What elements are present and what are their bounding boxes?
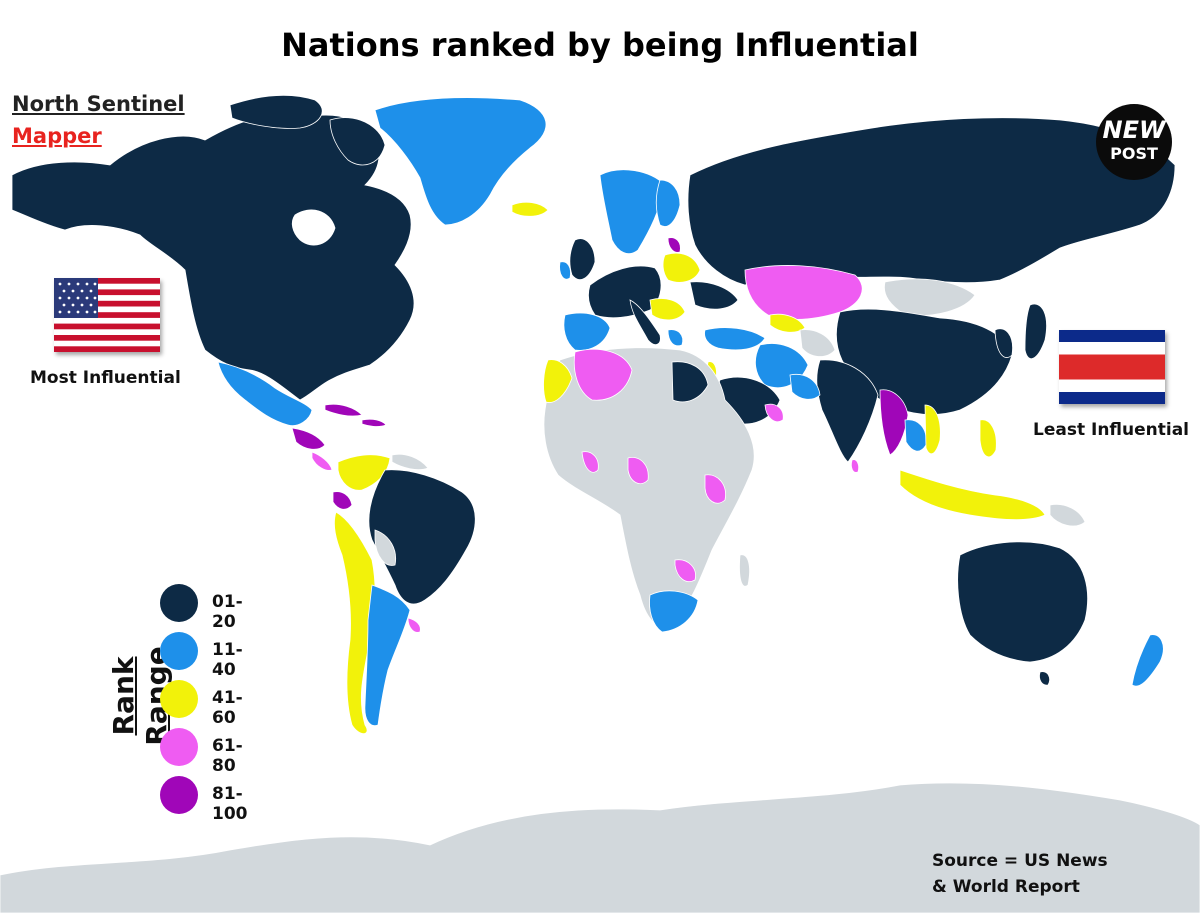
- balkans: [649, 298, 686, 321]
- madagascar: [739, 554, 750, 587]
- new-post-badge: NEW POST: [1096, 104, 1172, 180]
- costa-rica-flag-icon: [1059, 330, 1165, 404]
- myanmar: [879, 389, 909, 456]
- ecuador: [332, 491, 353, 510]
- morocco: [543, 359, 573, 403]
- author-line-1: North Sentinel: [12, 92, 185, 116]
- mexico: [217, 361, 313, 427]
- iberia: [563, 312, 611, 351]
- argentina: [364, 584, 411, 727]
- png: [1049, 503, 1086, 527]
- arctic-islands: [229, 95, 323, 129]
- source-line-1: Source = US News: [932, 851, 1108, 871]
- west-africa-pink: [581, 451, 599, 473]
- author-line-2: Mapper: [12, 124, 102, 148]
- france-germany: [588, 265, 662, 319]
- indonesia: [899, 469, 1046, 520]
- map-title: Nations ranked by being Influential: [281, 26, 919, 64]
- usa-flag-icon: [54, 278, 160, 352]
- least-influential-label: Least Influential: [1033, 420, 1190, 440]
- egypt: [671, 361, 709, 403]
- colombia-venezuela: [337, 454, 391, 491]
- guianas: [391, 453, 429, 470]
- central-america: [291, 427, 326, 450]
- middle-east-light: [799, 329, 836, 357]
- thailand: [904, 419, 927, 452]
- baffin: [329, 117, 386, 166]
- legend-label: 01-20: [212, 592, 243, 632]
- uruguay: [407, 617, 421, 633]
- legend-label: 81-100: [212, 784, 248, 824]
- legend-label: 61-80: [212, 736, 243, 776]
- south-africa: [649, 590, 699, 633]
- nigeria: [627, 457, 649, 484]
- bolivia: [374, 529, 397, 566]
- vietnam: [924, 404, 941, 455]
- badge-line-1: NEW: [1102, 116, 1166, 144]
- sri-lanka: [850, 459, 860, 473]
- scandinavia: [599, 169, 666, 254]
- badge-line-2: POST: [1110, 144, 1158, 163]
- most-influential-label: Most Influential: [30, 368, 181, 388]
- brazil: [368, 469, 476, 605]
- legend-label: 41-60: [212, 688, 243, 728]
- caucasus: [769, 313, 806, 333]
- baltics: [667, 237, 681, 253]
- dominican: [361, 418, 387, 427]
- finland: [655, 179, 681, 227]
- turkey: [704, 327, 766, 351]
- italy: [629, 299, 661, 345]
- tasmania: [1039, 671, 1050, 686]
- legend-swatch: [160, 584, 198, 622]
- cuba: [324, 403, 363, 417]
- legend-swatch: [160, 632, 198, 670]
- pakistan: [789, 373, 821, 400]
- legend-swatch: [160, 728, 198, 766]
- antarctica: [0, 782, 1200, 913]
- source-line-2: & World Report: [932, 877, 1080, 897]
- peru-chile: [334, 511, 376, 735]
- australia: [957, 541, 1088, 663]
- new-zealand: [1131, 634, 1164, 687]
- central-america-2: [311, 451, 333, 471]
- greece: [667, 329, 684, 347]
- hudson-bay: [291, 209, 336, 246]
- yemen: [764, 403, 784, 422]
- legend-label: 11-40: [212, 640, 243, 680]
- iceland: [511, 201, 549, 217]
- ukraine: [689, 281, 739, 310]
- poland-belarus: [662, 252, 701, 283]
- philippines: [979, 419, 997, 458]
- uk: [569, 238, 596, 280]
- kenya: [704, 474, 726, 504]
- legend-swatch: [160, 776, 198, 814]
- legend-title: Rank Range: [107, 646, 173, 746]
- algeria: [573, 348, 633, 401]
- korea-japan: [994, 303, 1047, 360]
- angola-area: [674, 559, 696, 582]
- legend-swatch: [160, 680, 198, 718]
- mongolia: [883, 278, 976, 316]
- north-america: [11, 114, 415, 401]
- source-note: Source = US News & World Report: [932, 848, 1108, 900]
- greenland: [374, 97, 547, 226]
- russia: [687, 117, 1176, 286]
- ireland: [559, 261, 571, 280]
